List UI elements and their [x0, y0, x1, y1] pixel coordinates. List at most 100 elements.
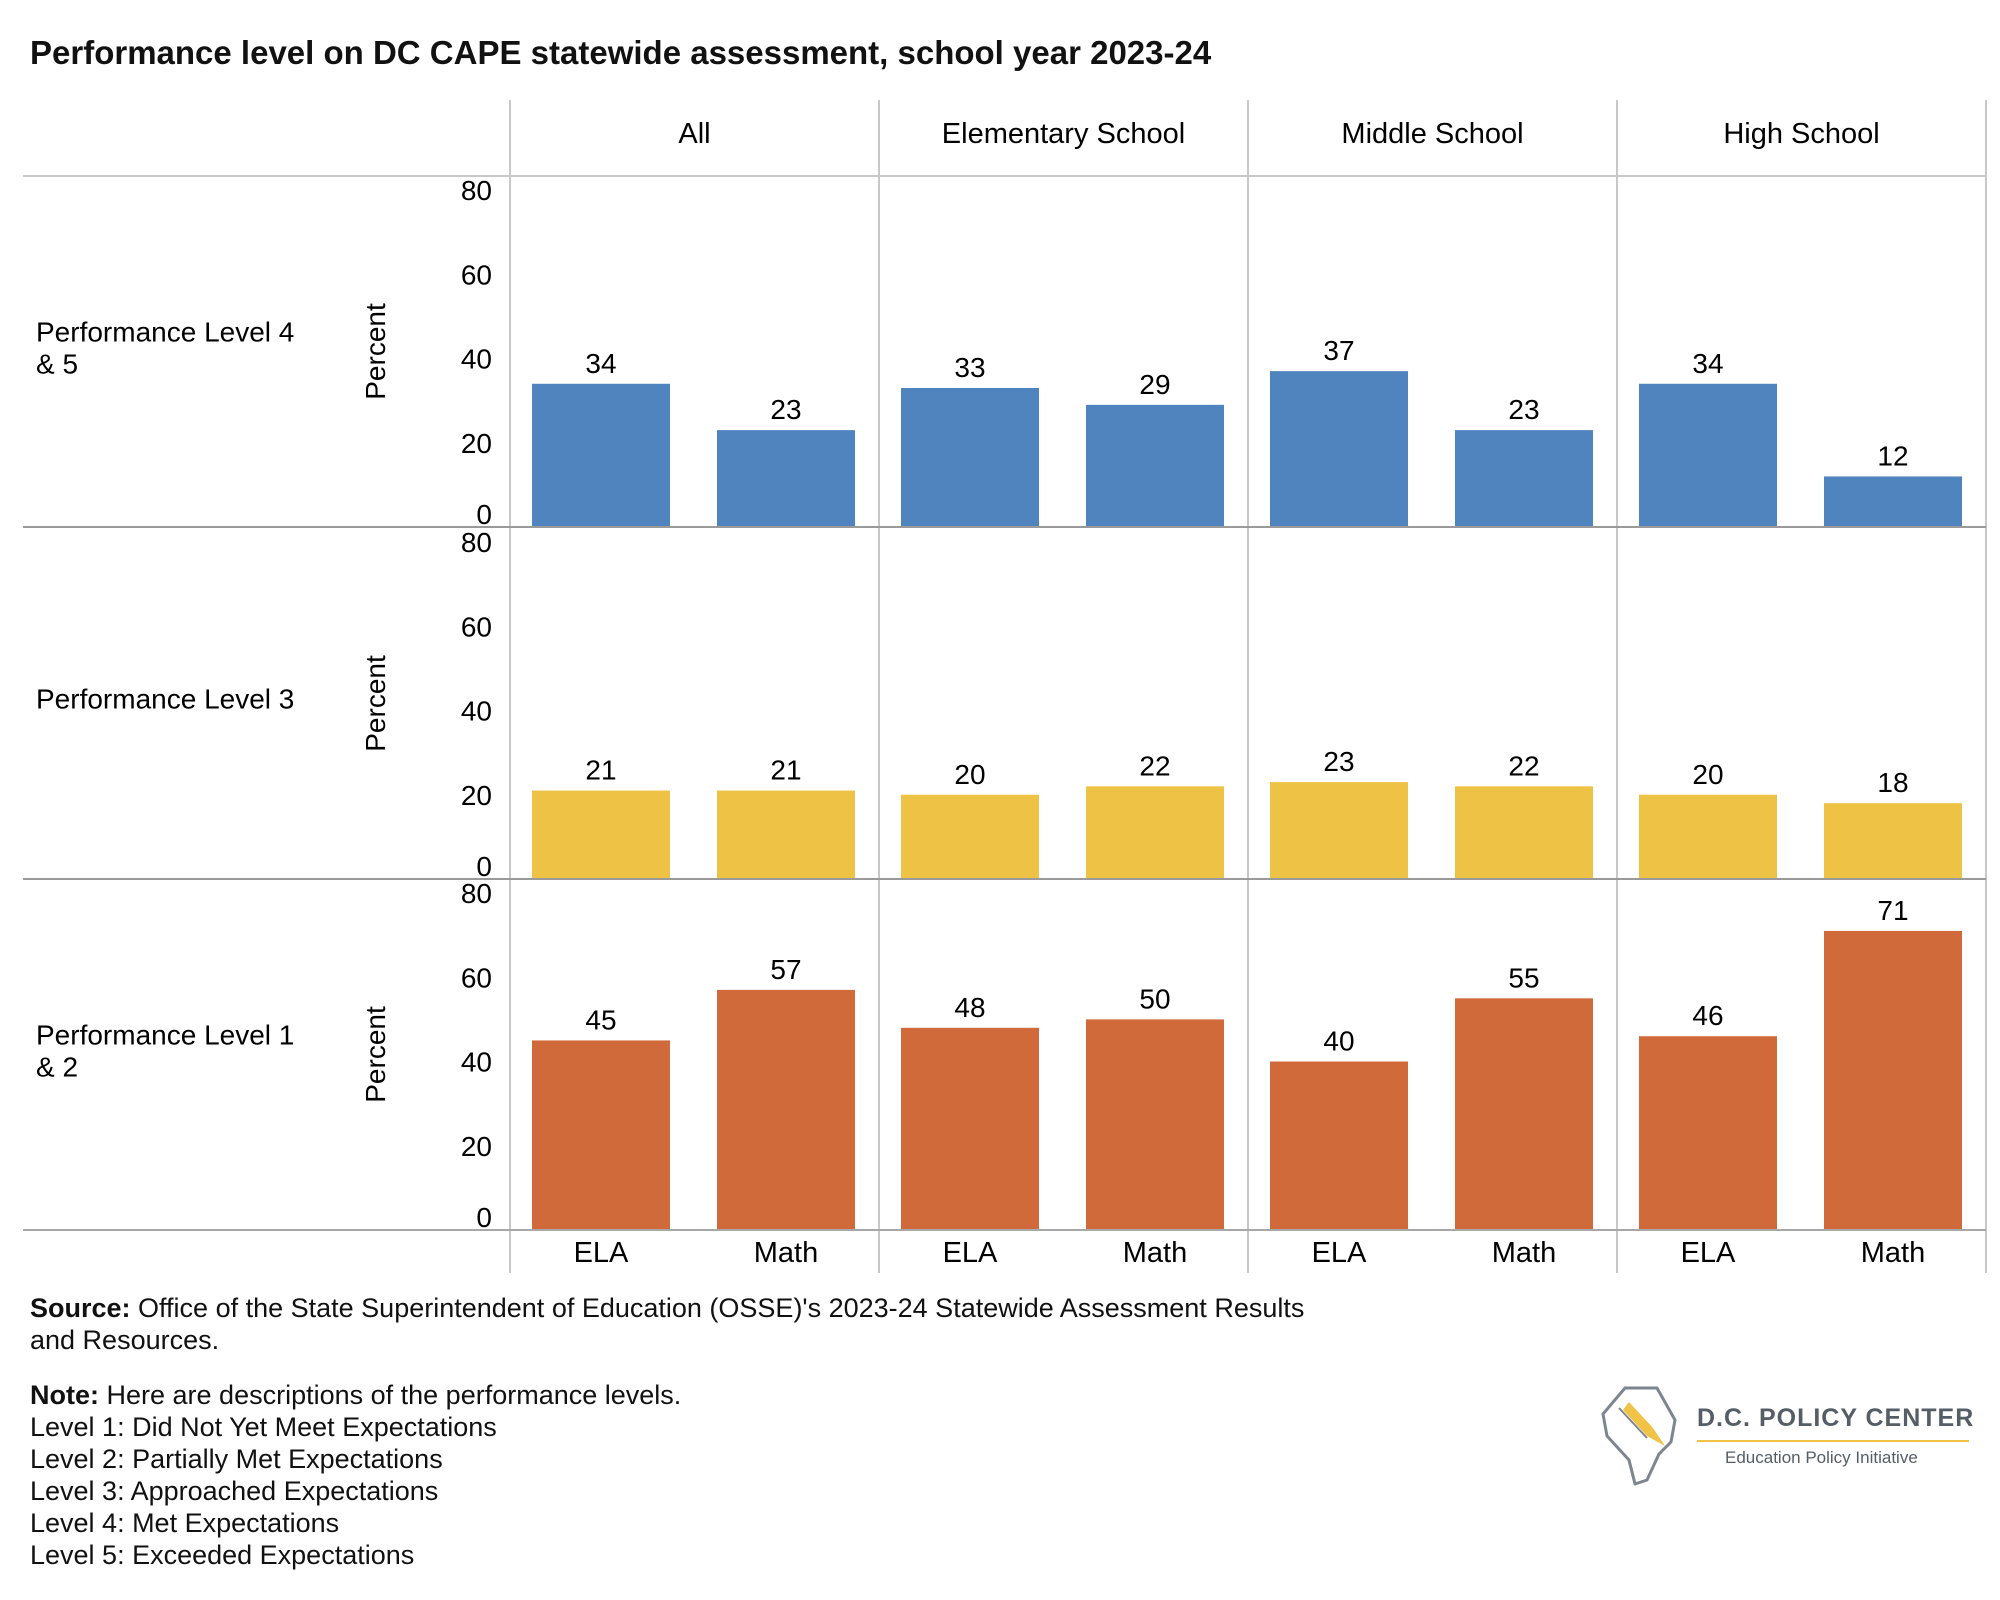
y-tick-label: 80	[461, 175, 492, 206]
y-axis-title: Percent	[360, 655, 391, 752]
data-label: 23	[1508, 394, 1539, 425]
y-tick-label: 40	[461, 344, 492, 375]
y-axis-title: Percent	[360, 1006, 391, 1103]
chart-title: Performance level on DC CAPE statewide a…	[30, 34, 1212, 71]
column-header: Elementary School	[942, 118, 1185, 150]
level-description: Level 4: Met Expectations	[30, 1508, 340, 1538]
x-tick-label: Math	[754, 1237, 818, 1269]
y-tick-label: 40	[461, 1047, 492, 1078]
bar	[1270, 371, 1408, 526]
data-label: 29	[1139, 369, 1170, 400]
data-label: 22	[1508, 750, 1539, 781]
y-tick-label: 20	[461, 1131, 492, 1162]
row-label: Performance Level 4 & 5	[36, 317, 294, 380]
bar	[717, 430, 855, 526]
data-label: 18	[1877, 767, 1908, 798]
y-tick-label: 60	[461, 611, 492, 642]
data-label: 20	[1692, 759, 1723, 790]
bar	[901, 1027, 1039, 1229]
bar	[1639, 1036, 1777, 1229]
data-label: 34	[1692, 348, 1723, 379]
bar	[1824, 803, 1962, 878]
data-label: 55	[1508, 962, 1539, 993]
bar	[1824, 476, 1962, 526]
data-label: 12	[1877, 440, 1908, 471]
x-tick-label: ELA	[1312, 1237, 1367, 1269]
y-tick-label: 80	[461, 878, 492, 909]
data-label: 46	[1692, 1000, 1723, 1031]
column-header: Middle School	[1341, 118, 1523, 150]
data-label: 50	[1139, 983, 1170, 1014]
y-tick-label: 0	[476, 851, 492, 882]
level-descriptions: Level 1: Did Not Yet Meet Expectations L…	[30, 1411, 681, 1571]
data-label: 20	[954, 759, 985, 790]
dc-policy-center-logo: D.C. POLICY CENTER Education Policy Init…	[1595, 1380, 1975, 1490]
data-label: 34	[585, 348, 616, 379]
data-label: 22	[1139, 750, 1170, 781]
bar	[1086, 1019, 1224, 1229]
y-tick-label: 0	[476, 499, 492, 530]
bar	[532, 1040, 670, 1229]
logo-divider	[1697, 1440, 1969, 1442]
bar	[1270, 782, 1408, 878]
bar	[1270, 1061, 1408, 1229]
x-tick-label: ELA	[943, 1237, 998, 1269]
bar	[717, 989, 855, 1229]
source-note: Source: Office of the State Superintende…	[30, 1292, 1304, 1356]
bar	[1086, 404, 1224, 526]
data-label: 45	[585, 1004, 616, 1035]
y-tick-label: 20	[461, 428, 492, 459]
data-label: 71	[1877, 895, 1908, 926]
x-tick-label: ELA	[574, 1237, 629, 1269]
source-text: Office of the State Superintendent of Ed…	[130, 1293, 1305, 1323]
dc-map-pen-icon	[1601, 1386, 1677, 1486]
bar	[1639, 383, 1777, 526]
x-tick-label: Math	[1123, 1237, 1187, 1269]
level-description: Level 3: Approached Expectations	[30, 1476, 439, 1506]
x-tick-label: Math	[1861, 1237, 1925, 1269]
bar	[1455, 998, 1593, 1229]
y-tick-label: 60	[461, 962, 492, 993]
levels-note: Note: Here are descriptions of the perfo…	[30, 1379, 681, 1571]
trellis-bar-chart: All Elementary School Middle School High Sc…	[23, 100, 1987, 1273]
y-tick-label: 20	[461, 780, 492, 811]
data-label: 23	[770, 394, 801, 425]
y-tick-label: 60	[461, 259, 492, 290]
level-description: Level 5: Exceeded Expectations	[30, 1540, 415, 1570]
data-label: 21	[770, 755, 801, 786]
bar	[901, 794, 1039, 878]
data-label: 33	[954, 352, 985, 383]
bar	[901, 387, 1039, 526]
source-text-continued: and Resources.	[30, 1325, 220, 1355]
bar	[532, 790, 670, 878]
data-label: 48	[954, 992, 985, 1023]
note-label: Note:	[30, 1380, 99, 1410]
x-tick-label: Math	[1492, 1237, 1556, 1269]
bar	[1086, 786, 1224, 878]
row-label: Performance Level 1 & 2	[36, 1020, 294, 1083]
column-header: All	[678, 118, 710, 150]
row-label: Performance Level 3	[36, 684, 294, 715]
column-header: High School	[1723, 118, 1879, 150]
data-label: 21	[585, 755, 616, 786]
note-text: Here are descriptions of the performance…	[99, 1380, 682, 1410]
bar	[1639, 794, 1777, 878]
x-tick-label: ELA	[1681, 1237, 1736, 1269]
bar	[1824, 930, 1962, 1229]
y-tick-label: 0	[476, 1202, 492, 1233]
logo-title: D.C. POLICY CENTER	[1697, 1404, 1975, 1432]
source-label: Source:	[30, 1293, 131, 1323]
bar	[532, 383, 670, 526]
logo-subtitle: Education Policy Initiative	[1725, 1448, 1918, 1467]
level-description: Level 1: Did Not Yet Meet Expectations	[30, 1412, 497, 1442]
level-description: Level 2: Partially Met Expectations	[30, 1444, 443, 1474]
bar	[1455, 786, 1593, 878]
y-axis-title: Percent	[360, 303, 391, 400]
data-label: 23	[1323, 746, 1354, 777]
bar	[717, 790, 855, 878]
y-tick-label: 80	[461, 527, 492, 558]
data-label: 40	[1323, 1026, 1354, 1057]
y-tick-label: 40	[461, 696, 492, 727]
bar	[1455, 430, 1593, 526]
data-label: 37	[1323, 335, 1354, 366]
